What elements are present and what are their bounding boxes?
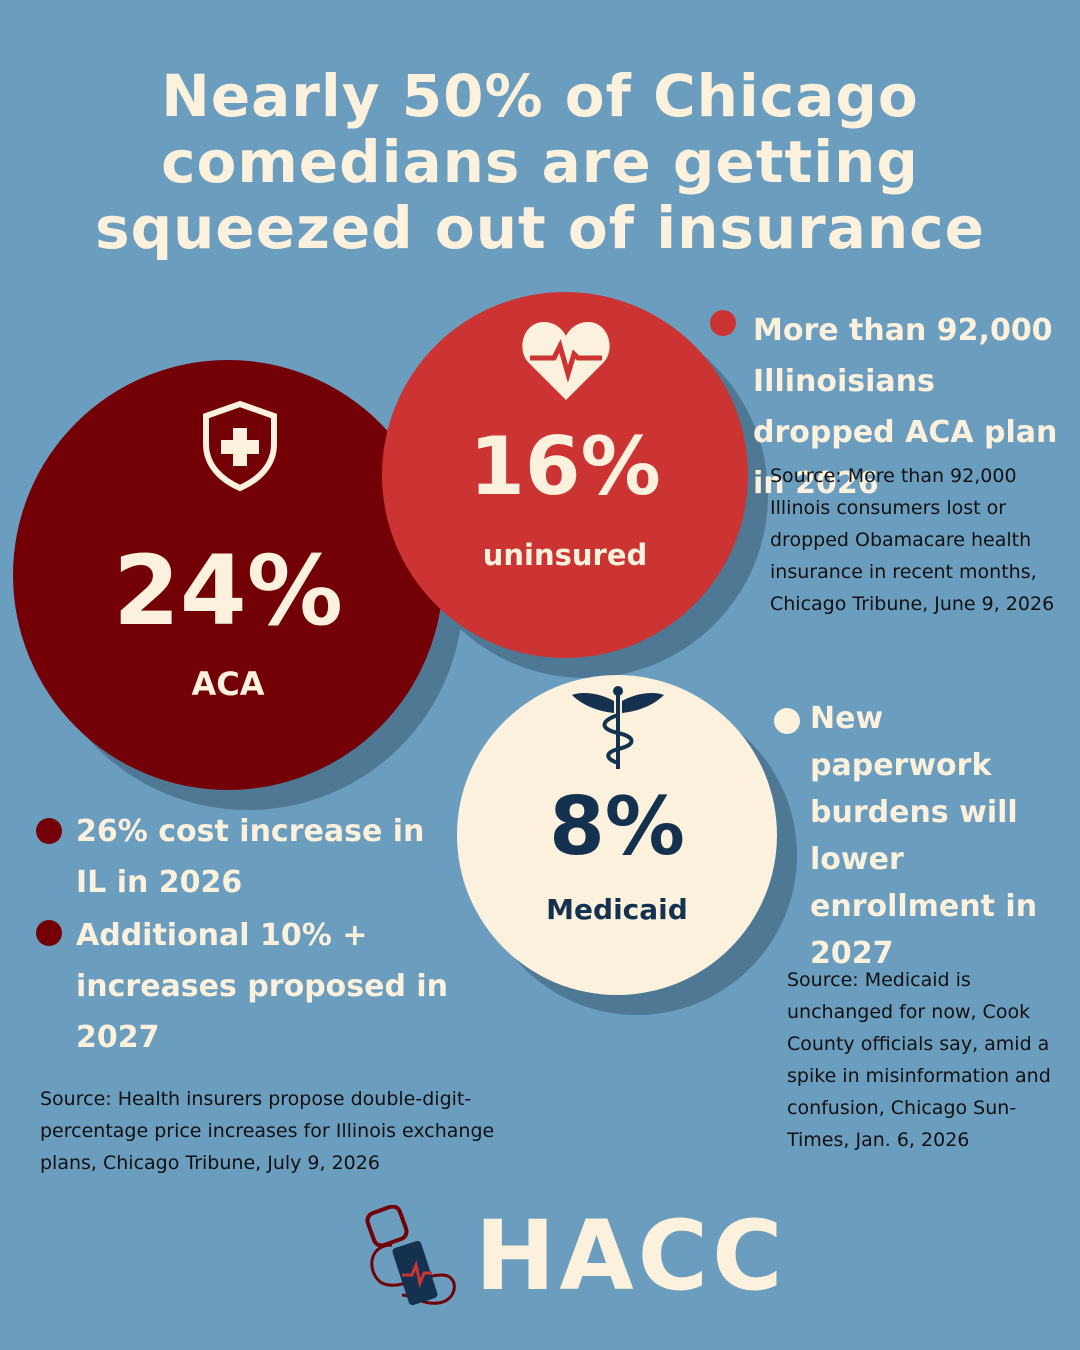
- source-text: Source: Health insurers propose double-d…: [40, 1088, 495, 1174]
- bullet-dot: [36, 920, 62, 946]
- source-text: Source: More than 92,000 Illinois consum…: [770, 465, 1055, 615]
- logo-text: HACC: [475, 1200, 787, 1312]
- microphone-icon: [365, 1205, 456, 1306]
- heart-icon: [522, 322, 610, 400]
- source-text: Source: Medicaid is unchanged for now, C…: [787, 969, 1051, 1151]
- bullet-dot: [36, 818, 62, 844]
- title-line: comedians are getting: [161, 128, 919, 196]
- stat-label: Medicaid: [546, 893, 688, 926]
- title-line: Nearly 50% of Chicago: [161, 62, 919, 130]
- caduceus-icon: [572, 686, 664, 769]
- bullet-text: 26% cost increase in IL in 2026: [76, 814, 425, 900]
- shield-icon: [203, 400, 277, 492]
- aca-circle: [13, 360, 443, 790]
- bullet-text: More than 92,000 Illinoisians dropped AC…: [753, 313, 1058, 501]
- bullet-dot: [774, 708, 800, 734]
- title-line: squeezed out of insurance: [95, 194, 985, 262]
- stat-label: ACA: [191, 665, 265, 703]
- stat-value: 8%: [549, 780, 685, 873]
- bullet-text: Additional 10% + increases proposed in 2…: [76, 918, 449, 1055]
- stat-value: 16%: [469, 420, 661, 513]
- stat-value: 24%: [113, 535, 343, 647]
- bullet-text: New paperwork burdens will lower enrollm…: [810, 701, 1038, 971]
- stat-label: uninsured: [482, 538, 648, 572]
- bullet-dot: [710, 310, 736, 336]
